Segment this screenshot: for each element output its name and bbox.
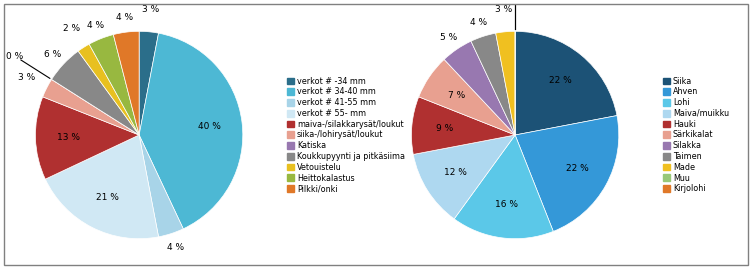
Wedge shape bbox=[454, 135, 553, 239]
Wedge shape bbox=[52, 51, 139, 135]
Wedge shape bbox=[35, 97, 139, 179]
Wedge shape bbox=[444, 41, 515, 135]
Text: 6 %: 6 % bbox=[44, 50, 62, 59]
Wedge shape bbox=[139, 33, 243, 229]
Text: 3 %: 3 % bbox=[495, 5, 512, 14]
Text: 16 %: 16 % bbox=[495, 200, 518, 210]
Text: 0 %: 0 % bbox=[6, 52, 23, 60]
Wedge shape bbox=[139, 135, 183, 237]
Text: 22 %: 22 % bbox=[566, 164, 588, 173]
Text: 3 %: 3 % bbox=[142, 5, 159, 14]
Wedge shape bbox=[414, 135, 515, 219]
Legend: verkot # -34 mm, verkot # 34-40 mm, verkot # 41-55 mm, verkot # 55- mm, maiva-/s: verkot # -34 mm, verkot # 34-40 mm, verk… bbox=[286, 76, 406, 194]
Wedge shape bbox=[114, 31, 139, 135]
Wedge shape bbox=[515, 31, 617, 135]
Text: 4 %: 4 % bbox=[116, 13, 133, 22]
Wedge shape bbox=[78, 44, 139, 135]
Wedge shape bbox=[45, 135, 159, 239]
Text: 5 %: 5 % bbox=[440, 33, 457, 42]
Text: 4 %: 4 % bbox=[87, 21, 105, 30]
Wedge shape bbox=[139, 31, 159, 135]
Wedge shape bbox=[419, 59, 515, 135]
Text: 22 %: 22 % bbox=[549, 76, 572, 85]
Text: 9 %: 9 % bbox=[436, 124, 453, 133]
Text: 3 %: 3 % bbox=[18, 73, 35, 82]
Wedge shape bbox=[52, 79, 139, 135]
Text: 4 %: 4 % bbox=[167, 243, 184, 252]
Wedge shape bbox=[515, 116, 619, 231]
Text: 21 %: 21 % bbox=[96, 193, 119, 202]
Text: 40 %: 40 % bbox=[198, 122, 220, 131]
Legend: Siika, Ahven, Lohi, Maiva/muikku, Hauki, Särkikalat, Silakka, Taimen, Made, Muu,: Siika, Ahven, Lohi, Maiva/muikku, Hauki,… bbox=[662, 76, 730, 194]
Text: 2 %: 2 % bbox=[62, 24, 80, 33]
Wedge shape bbox=[89, 35, 139, 135]
Text: 12 %: 12 % bbox=[444, 168, 467, 177]
Wedge shape bbox=[411, 97, 515, 154]
Wedge shape bbox=[43, 79, 139, 135]
Text: 7 %: 7 % bbox=[448, 91, 465, 100]
Wedge shape bbox=[496, 31, 515, 135]
Wedge shape bbox=[471, 33, 515, 135]
Text: 4 %: 4 % bbox=[470, 18, 487, 27]
Text: 13 %: 13 % bbox=[57, 133, 80, 142]
